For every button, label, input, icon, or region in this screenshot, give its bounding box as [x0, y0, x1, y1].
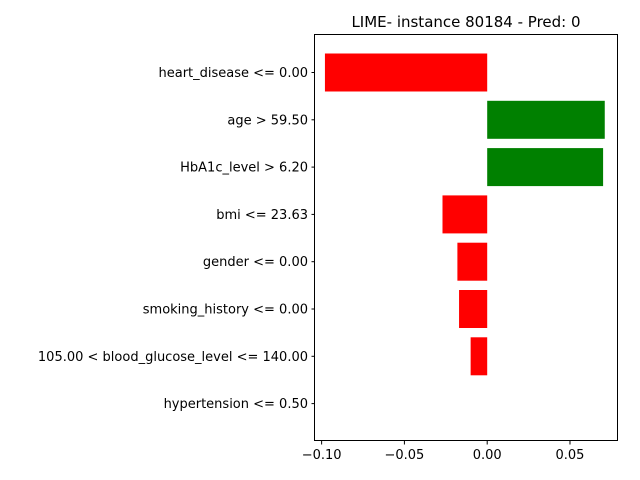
- y-tick-label: 105.00 < blood_glucose_level <= 140.00: [38, 350, 308, 365]
- y-tick-label: bmi <= 23.63: [216, 208, 308, 223]
- y-tick-labels: heart_disease <= 0.00 age > 59.50 HbA1c_le…: [38, 66, 315, 412]
- y-tick-label: gender <= 0.00: [203, 255, 308, 270]
- bar-heart-disease-0-00: [324, 53, 488, 92]
- y-tick-label: smoking_history <= 0.00: [143, 303, 308, 318]
- bar-bmi-23-63: [442, 195, 488, 234]
- y-tick-label: age > 59.50: [227, 113, 308, 128]
- bar-gender-0-00: [457, 242, 488, 281]
- x-tick-label: −0.05: [384, 448, 424, 463]
- x-tick-label: 0.00: [473, 448, 502, 463]
- y-tick-label: HbA1c_level > 6.20: [180, 161, 308, 176]
- bars-group: [324, 53, 605, 376]
- bar-105-00-blood-glucose-level-140-00: [470, 337, 488, 376]
- x-ticks: −0.10 −0.05 0.00 0.05: [302, 441, 585, 463]
- x-tick-label: −0.10: [302, 448, 342, 463]
- plot-frame: [314, 34, 618, 441]
- y-tick-label: heart_disease <= 0.00: [158, 66, 308, 81]
- bar-hba1c-level-6-20: [487, 148, 604, 187]
- chart-title: LIME- instance 80184 - Pred: 0: [351, 13, 580, 31]
- bar-smoking-history-0-00: [459, 290, 488, 328]
- y-tick-label: hypertension <= 0.50: [164, 397, 308, 412]
- x-tick-label: 0.05: [556, 448, 585, 463]
- bar-age-59-50: [487, 100, 605, 139]
